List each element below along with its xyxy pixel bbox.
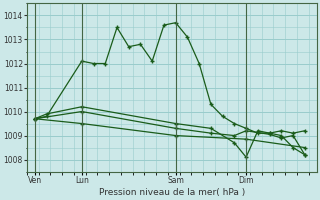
X-axis label: Pression niveau de la mer( hPa ): Pression niveau de la mer( hPa ) (99, 188, 245, 197)
